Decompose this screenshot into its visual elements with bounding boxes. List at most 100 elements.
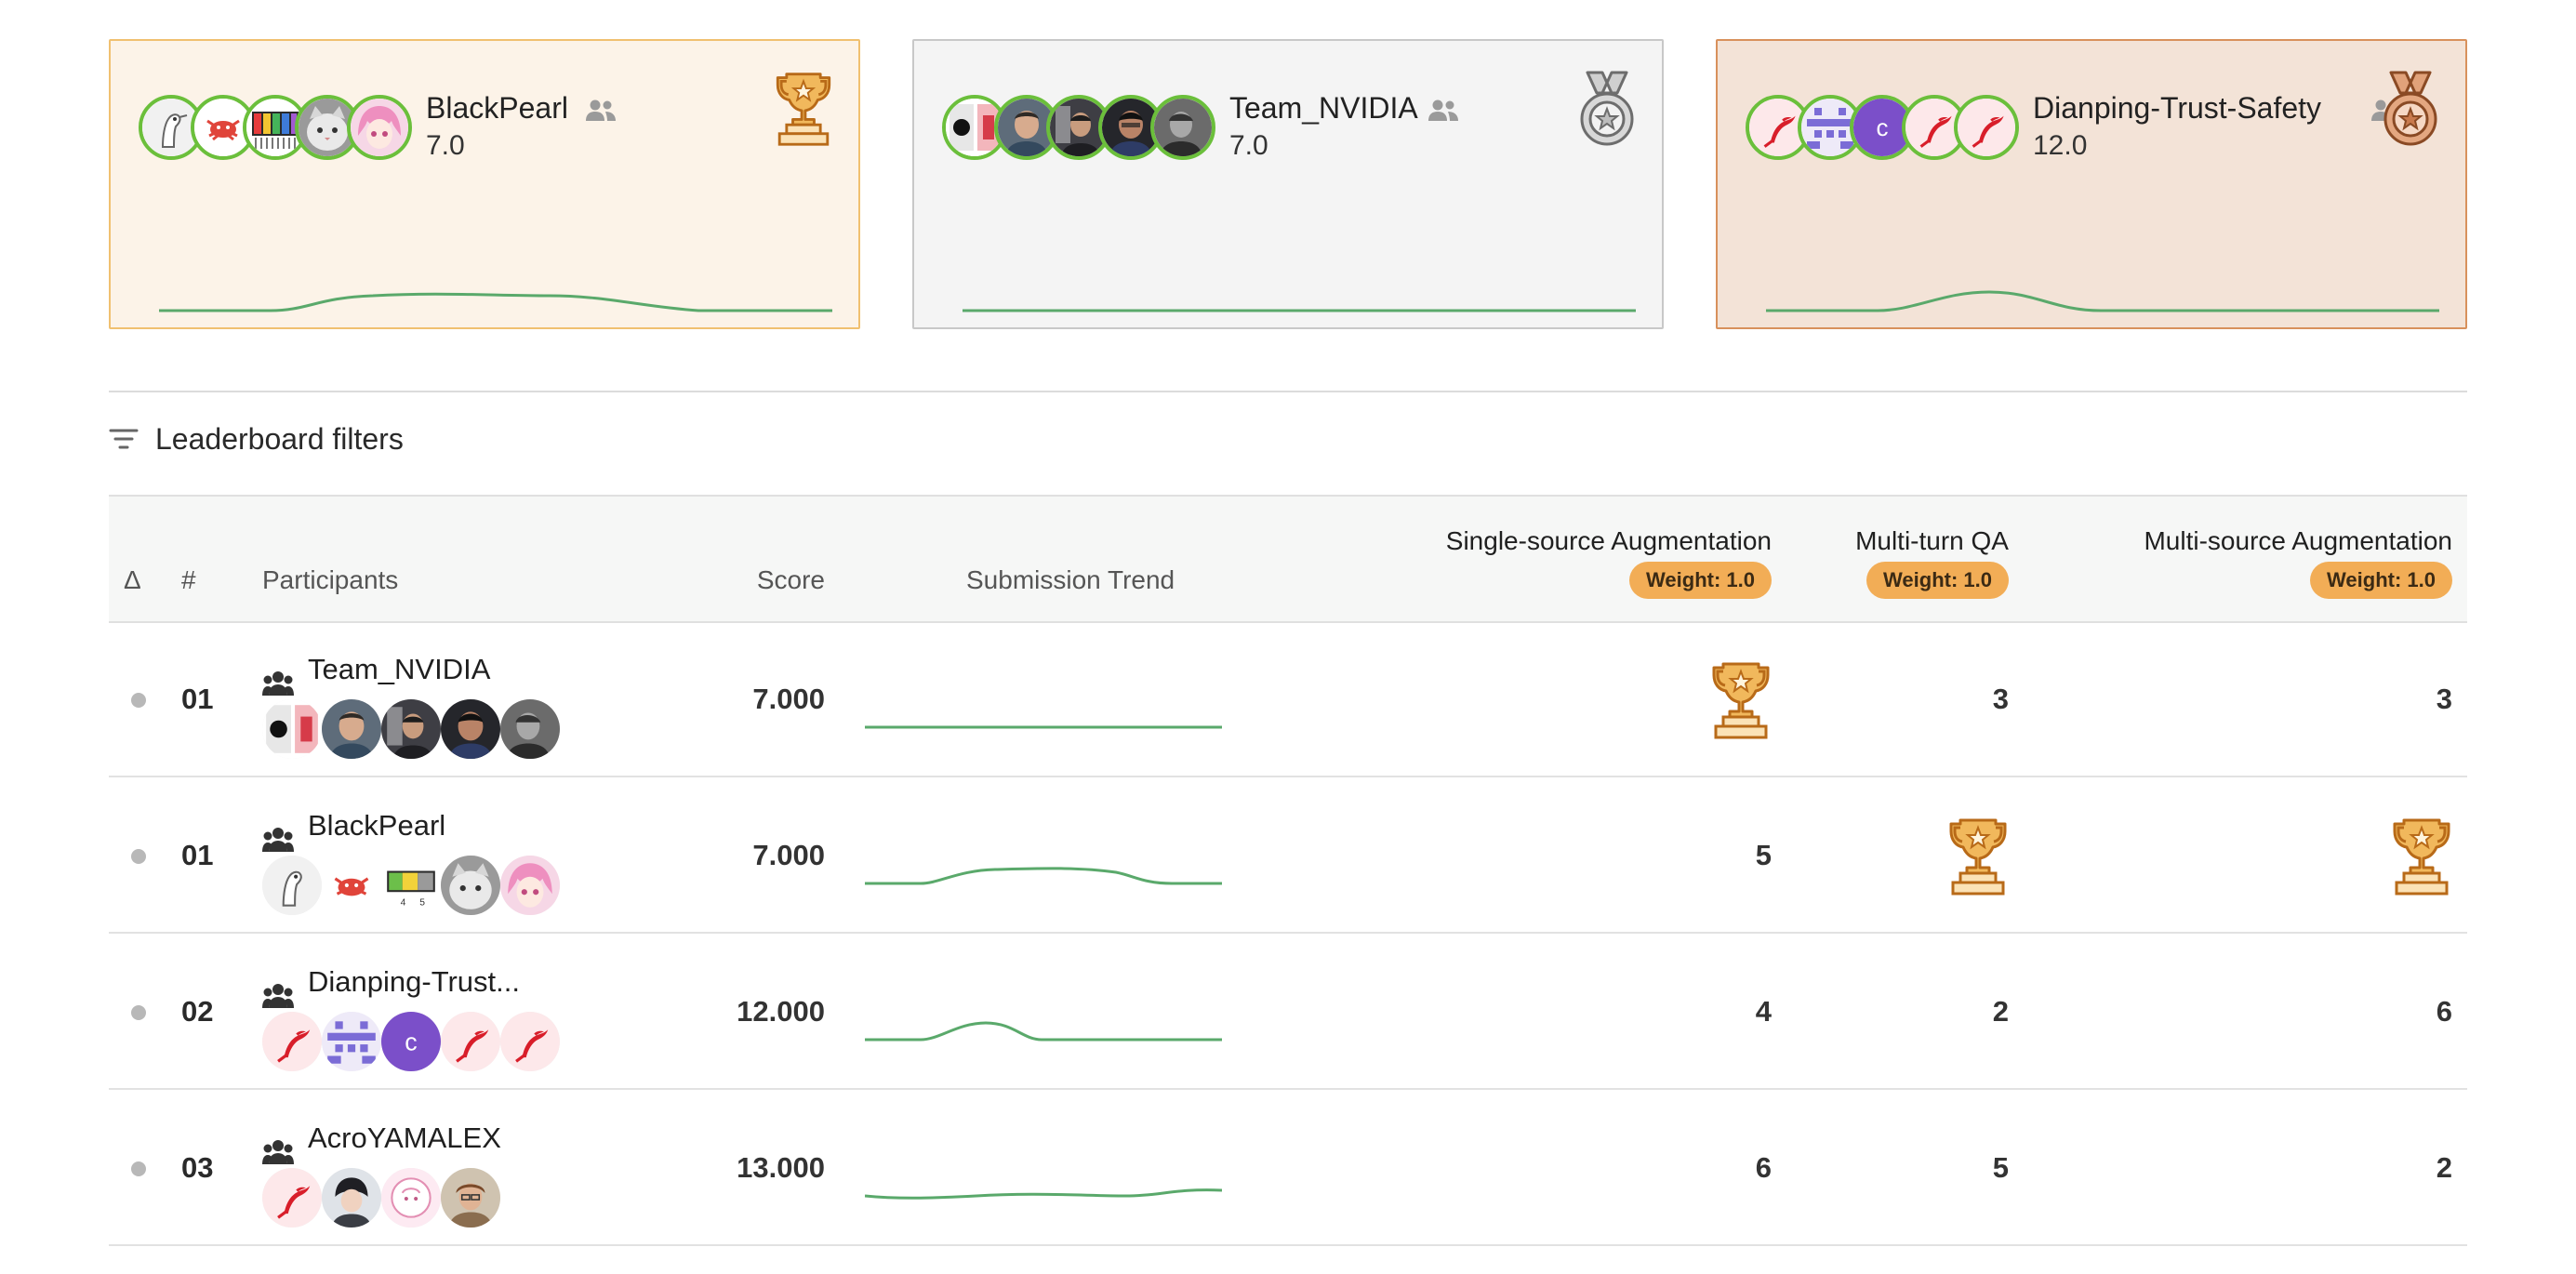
leaderboard-filters-toggle[interactable]: Leaderboard filters <box>109 420 404 458</box>
score-value: 7.000 <box>752 683 825 715</box>
avatar[interactable] <box>500 1012 560 1071</box>
team-score: 12.0 <box>2033 130 2088 161</box>
trophy-icon <box>2391 815 2452 898</box>
avatar[interactable] <box>262 1012 322 1071</box>
trend-header: Submission Trend <box>966 565 1175 594</box>
score-value: 13.000 <box>737 1151 825 1184</box>
section-divider <box>109 391 2467 392</box>
weight-badge: Weight: 1.0 <box>1866 562 2009 599</box>
multi-turn-qa-rank: 2 <box>1992 995 2009 1028</box>
team-icon <box>262 1138 294 1166</box>
avatar[interactable] <box>262 699 322 759</box>
multi-turn-qa-rank: 5 <box>1992 1151 2009 1184</box>
team-icon <box>262 982 294 1010</box>
task-header-multi-source[interactable]: Multi-source Augmentation <box>2144 526 2452 555</box>
task-header-single-source[interactable]: Single-source Augmentation <box>1445 526 1772 555</box>
svg-text:c: c <box>405 1028 417 1055</box>
team-score: 7.0 <box>426 130 465 161</box>
avatar[interactable] <box>322 1168 381 1228</box>
rank-change-dot <box>131 849 146 864</box>
trophy-icon <box>1710 658 1772 742</box>
participant-name[interactable]: Team_NVIDIA <box>308 653 491 685</box>
multi-turn-qa-rank: 3 <box>1992 683 2009 715</box>
table-row[interactable]: 03 AcroYAMALEX 13.000 6 5 2 <box>109 1092 2467 1246</box>
avatar[interactable] <box>441 856 500 915</box>
avatar[interactable] <box>500 699 560 759</box>
avatar[interactable] <box>500 856 560 915</box>
submission-trend-sparkline <box>865 1021 1222 1042</box>
avatar[interactable] <box>322 1012 381 1071</box>
participant-name[interactable]: BlackPearl <box>308 809 446 842</box>
submission-sparkline <box>159 292 832 312</box>
avatar[interactable] <box>262 856 322 915</box>
podium-section: BlackPearl 7.0 Team_NVIDIA <box>109 39 2467 329</box>
table-header: Δ # Participants Score Submission Trend … <box>109 495 2467 623</box>
team-icon <box>585 99 617 121</box>
rank: 01 <box>181 839 214 871</box>
avatar[interactable] <box>441 1168 500 1228</box>
avatar[interactable] <box>322 856 381 915</box>
single-source-augmentation-rank: 4 <box>1755 995 1772 1028</box>
rank: 01 <box>181 683 214 715</box>
submission-trend-sparkline <box>865 725 1222 729</box>
team-name[interactable]: BlackPearl <box>426 91 568 125</box>
single-source-augmentation-rank: 6 <box>1755 1151 1772 1184</box>
multi-source-augmentation-rank: 2 <box>2436 1151 2452 1184</box>
team-icon <box>262 826 294 854</box>
weight-badge: Weight: 1.0 <box>2310 562 2452 599</box>
weight-badge: Weight: 1.0 <box>1629 562 1772 599</box>
svg-text:5: 5 <box>419 898 425 909</box>
svg-text:4: 4 <box>401 898 406 909</box>
rank-change-dot <box>131 693 146 708</box>
silver-medal-icon <box>1576 69 1638 149</box>
team-icon <box>262 670 294 697</box>
rank-header: # <box>181 565 196 594</box>
delta-header: Δ <box>124 565 141 594</box>
avatar[interactable] <box>191 95 256 160</box>
podium-card-second[interactable]: Team_NVIDIA 7.0 <box>912 39 1664 329</box>
podium-card-first[interactable]: BlackPearl 7.0 <box>109 39 860 329</box>
trophy-icon <box>773 69 834 149</box>
avatar[interactable] <box>347 95 412 160</box>
multi-source-augmentation-rank: 3 <box>2436 683 2452 715</box>
team-score: 7.0 <box>1229 130 1268 161</box>
submission-sparkline <box>963 309 1636 312</box>
avatar[interactable] <box>381 1168 441 1228</box>
rank: 03 <box>181 1151 214 1184</box>
table-row[interactable]: 01 Team_NVIDIA 7.000 3 3 <box>109 623 2467 777</box>
multi-source-augmentation-rank: 6 <box>2436 995 2452 1028</box>
score-header[interactable]: Score <box>756 565 825 594</box>
table-row[interactable]: 02 Dianping-Trust... c 12.000 4 2 6 <box>109 936 2467 1090</box>
submission-sparkline <box>1766 290 2439 312</box>
avatar[interactable]: c <box>381 1012 441 1071</box>
rank-change-dot <box>131 1161 146 1176</box>
team-name[interactable]: Dianping-Trust-Safety <box>2033 91 2322 125</box>
task-header-multi-turn[interactable]: Multi-turn QA <box>1855 526 2009 555</box>
svg-text:c: c <box>1877 113 1889 141</box>
score-value: 12.000 <box>737 995 825 1028</box>
submission-trend-sparkline <box>865 1188 1222 1200</box>
participant-name[interactable]: Dianping-Trust... <box>308 965 520 998</box>
participant-name[interactable]: AcroYAMALEX <box>308 1121 501 1154</box>
bronze-medal-icon <box>2380 69 2441 149</box>
score-value: 7.000 <box>752 839 825 871</box>
avatar[interactable] <box>441 699 500 759</box>
filter-icon <box>109 429 139 449</box>
rank: 02 <box>181 995 214 1028</box>
podium-card-third[interactable]: c Dianping-Trust-Safety 12.0 <box>1716 39 2467 329</box>
avatar[interactable] <box>1954 95 2019 160</box>
participants-header[interactable]: Participants <box>262 565 399 594</box>
submission-trend-sparkline <box>865 867 1222 885</box>
avatar[interactable] <box>1150 95 1215 160</box>
single-source-augmentation-rank: 5 <box>1755 839 1772 871</box>
avatar[interactable] <box>381 699 441 759</box>
avatar[interactable] <box>322 699 381 759</box>
trophy-icon <box>1947 815 2009 898</box>
avatar[interactable] <box>262 1168 322 1228</box>
avatar[interactable] <box>441 1012 500 1071</box>
team-name[interactable]: Team_NVIDIA <box>1229 91 1418 125</box>
avatar[interactable] <box>1798 95 1863 160</box>
team-icon <box>1427 99 1459 121</box>
